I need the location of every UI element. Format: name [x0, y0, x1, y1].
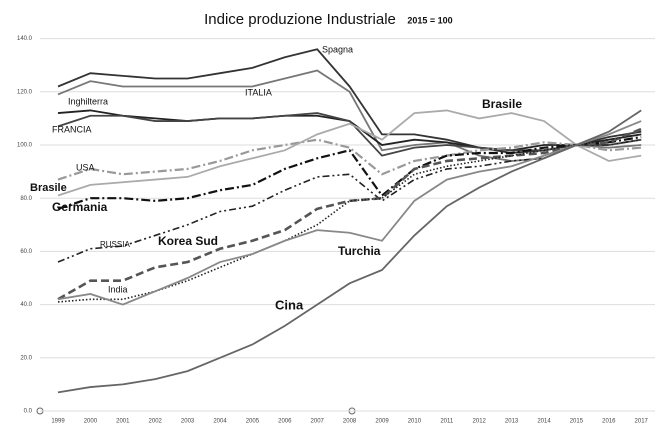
series-label: FRANCIA [52, 124, 92, 134]
series-label: India [108, 284, 128, 294]
x-tick-label: 1999 [51, 419, 65, 425]
x-tick-label: 2017 [635, 419, 649, 425]
x-tick-label: 2016 [602, 419, 616, 425]
x-tick-label: 2001 [116, 419, 130, 425]
series-line [57, 120, 642, 306]
y-tick-label: 40.0 [20, 302, 32, 308]
series-label: Inghilterra [68, 96, 108, 106]
y-tick-label: 20.0 [20, 355, 32, 361]
x-tick-label: 2003 [181, 419, 195, 425]
series-label: Spagna [322, 44, 353, 54]
series-line [57, 109, 642, 394]
x-tick-label: 2011 [440, 419, 454, 425]
series-line [57, 135, 642, 210]
series-label: Germania [52, 200, 108, 214]
x-tick-label: 2005 [246, 419, 260, 425]
series-line [57, 138, 642, 181]
x-tick-label: 2006 [278, 419, 292, 425]
series-label: USA [76, 162, 95, 172]
series-line [57, 133, 642, 303]
series-line [57, 109, 642, 197]
x-tick-label: 2008 [343, 419, 357, 425]
x-tick-label: 2002 [149, 419, 163, 425]
y-tick-label: 140.0 [17, 36, 33, 42]
x-tick-label: 2012 [473, 419, 487, 425]
series-label: ITALIA [245, 87, 272, 97]
x-tick-label: 2013 [505, 419, 519, 425]
x-tick-label: 2010 [408, 419, 422, 425]
series-label: RUSSIA [100, 240, 130, 249]
series-line [57, 48, 642, 154]
chart-title: Indice produzione Industriale [204, 11, 396, 28]
y-tick-label: 60.0 [20, 249, 32, 255]
series-line [57, 109, 642, 152]
x-tick-label: 2000 [84, 419, 98, 425]
x-tick-label: 2004 [213, 419, 227, 425]
y-tick-label: 0.0 [24, 409, 33, 415]
x-tick-label: 2009 [375, 419, 389, 425]
series-label: Cina [275, 297, 304, 312]
series-label: Korea Sud [158, 234, 218, 248]
x-tick-label: 2007 [311, 419, 325, 425]
x-tick-label: 2015 [570, 419, 584, 425]
y-tick-label: 80.0 [20, 196, 32, 202]
y-tick-label: 120.0 [17, 89, 33, 95]
series-label: Brasile [30, 182, 67, 194]
x-tick-label: 2014 [537, 419, 551, 425]
series-label: Turchia [338, 244, 381, 258]
series-line [57, 138, 642, 263]
series-label: Brasile [482, 97, 522, 111]
series-line [57, 127, 642, 301]
y-tick-label: 100.0 [17, 143, 33, 149]
series-line [57, 69, 642, 162]
chart-subtitle: 2015 = 100 [407, 15, 452, 25]
